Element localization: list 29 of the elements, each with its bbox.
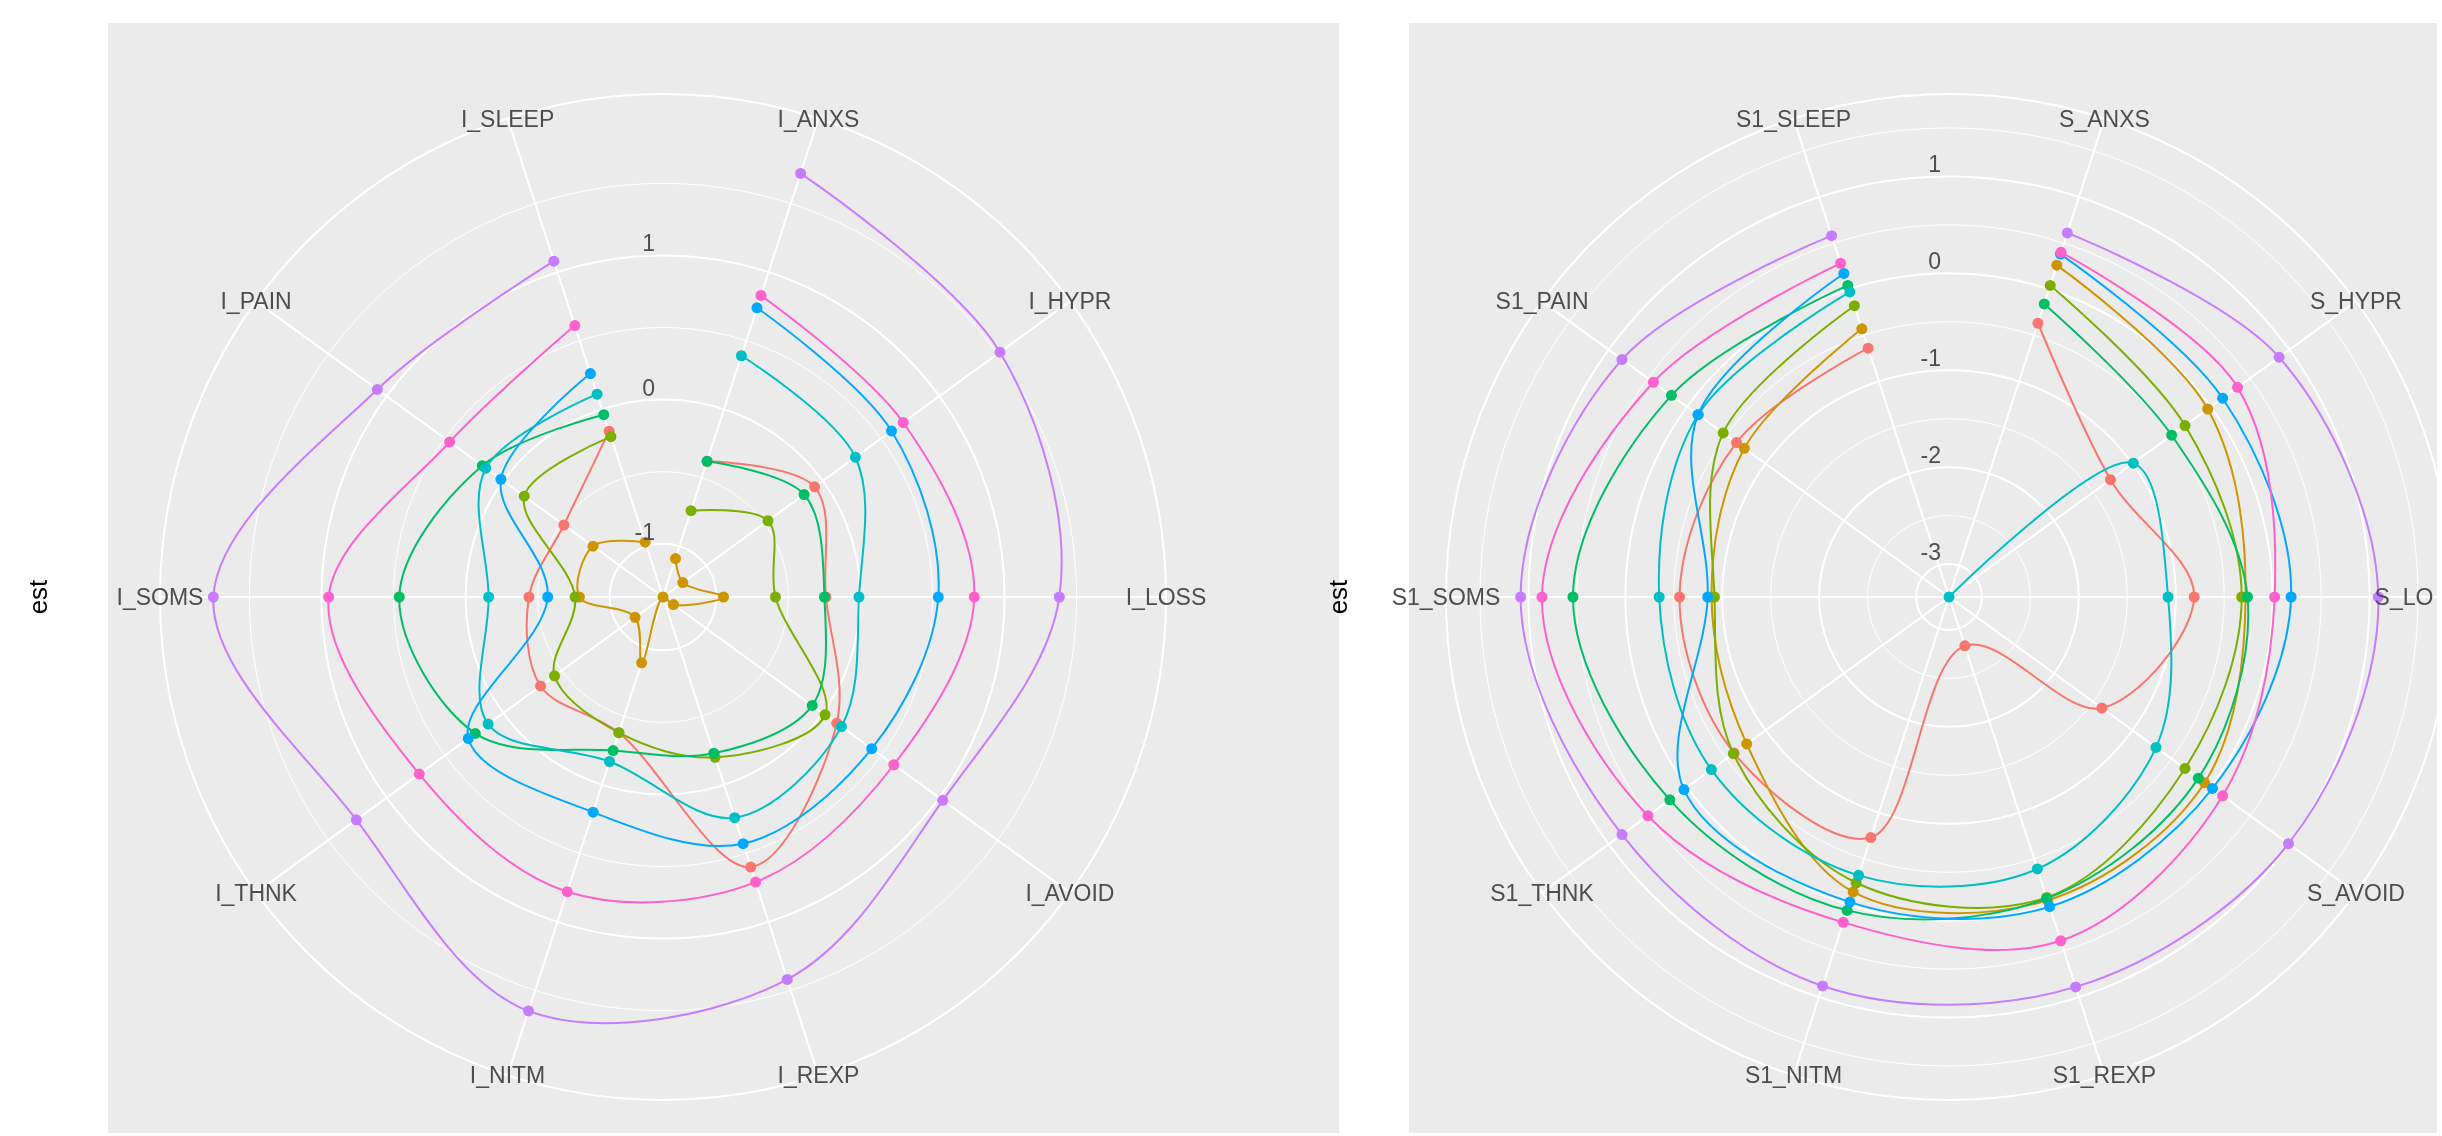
spoke-label: I_REXP bbox=[777, 1062, 860, 1089]
spoke-label: S1_THNK bbox=[1490, 879, 1595, 906]
spoke-label: I_AVOID bbox=[1025, 879, 1115, 906]
text: est bbox=[23, 578, 53, 615]
spoke-label: S_ANXS bbox=[2059, 105, 2150, 132]
spoke-label: I_SLEEP bbox=[460, 105, 555, 132]
spoke-label: S1_NITM bbox=[1744, 1062, 1843, 1089]
y-tick-label: 1 bbox=[642, 230, 655, 257]
spoke-label: I_SOMS bbox=[116, 584, 204, 610]
y-tick-label: 0 bbox=[642, 374, 655, 401]
spoke-label: S_HYPR bbox=[2309, 288, 2402, 315]
spoke-label: I_HYPR bbox=[1028, 288, 1112, 315]
spoke-label: I_ANXS bbox=[777, 105, 860, 132]
spoke-label: S1_SOMS bbox=[1391, 584, 1501, 610]
spoke-label: I_LOSS bbox=[1125, 584, 1207, 610]
text: est bbox=[1323, 578, 1353, 615]
y-tick-label: -2 bbox=[1920, 442, 1941, 469]
spoke-label: I_THNK bbox=[215, 879, 298, 906]
spoke-label: S1_PAIN bbox=[1495, 288, 1589, 315]
y-tick-label: -1 bbox=[634, 518, 655, 545]
spoke-label: S1_SLEEP bbox=[1736, 105, 1852, 132]
spoke-label: S1_REXP bbox=[2052, 1062, 2157, 1089]
spoke-label: S_AVOID bbox=[2306, 879, 2405, 906]
y-tick-label: 0 bbox=[1928, 248, 1941, 275]
y-tick-label: -3 bbox=[1920, 539, 1941, 566]
spoke-label: I_NITM bbox=[469, 1062, 546, 1089]
y-tick-label: -1 bbox=[1920, 345, 1941, 372]
y-tick-label: 1 bbox=[1928, 151, 1941, 178]
spoke-label: I_PAIN bbox=[220, 288, 292, 315]
